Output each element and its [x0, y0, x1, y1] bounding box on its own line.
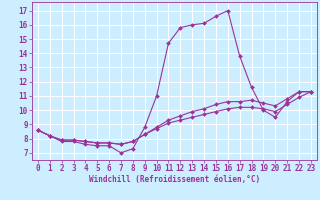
X-axis label: Windchill (Refroidissement éolien,°C): Windchill (Refroidissement éolien,°C): [89, 175, 260, 184]
